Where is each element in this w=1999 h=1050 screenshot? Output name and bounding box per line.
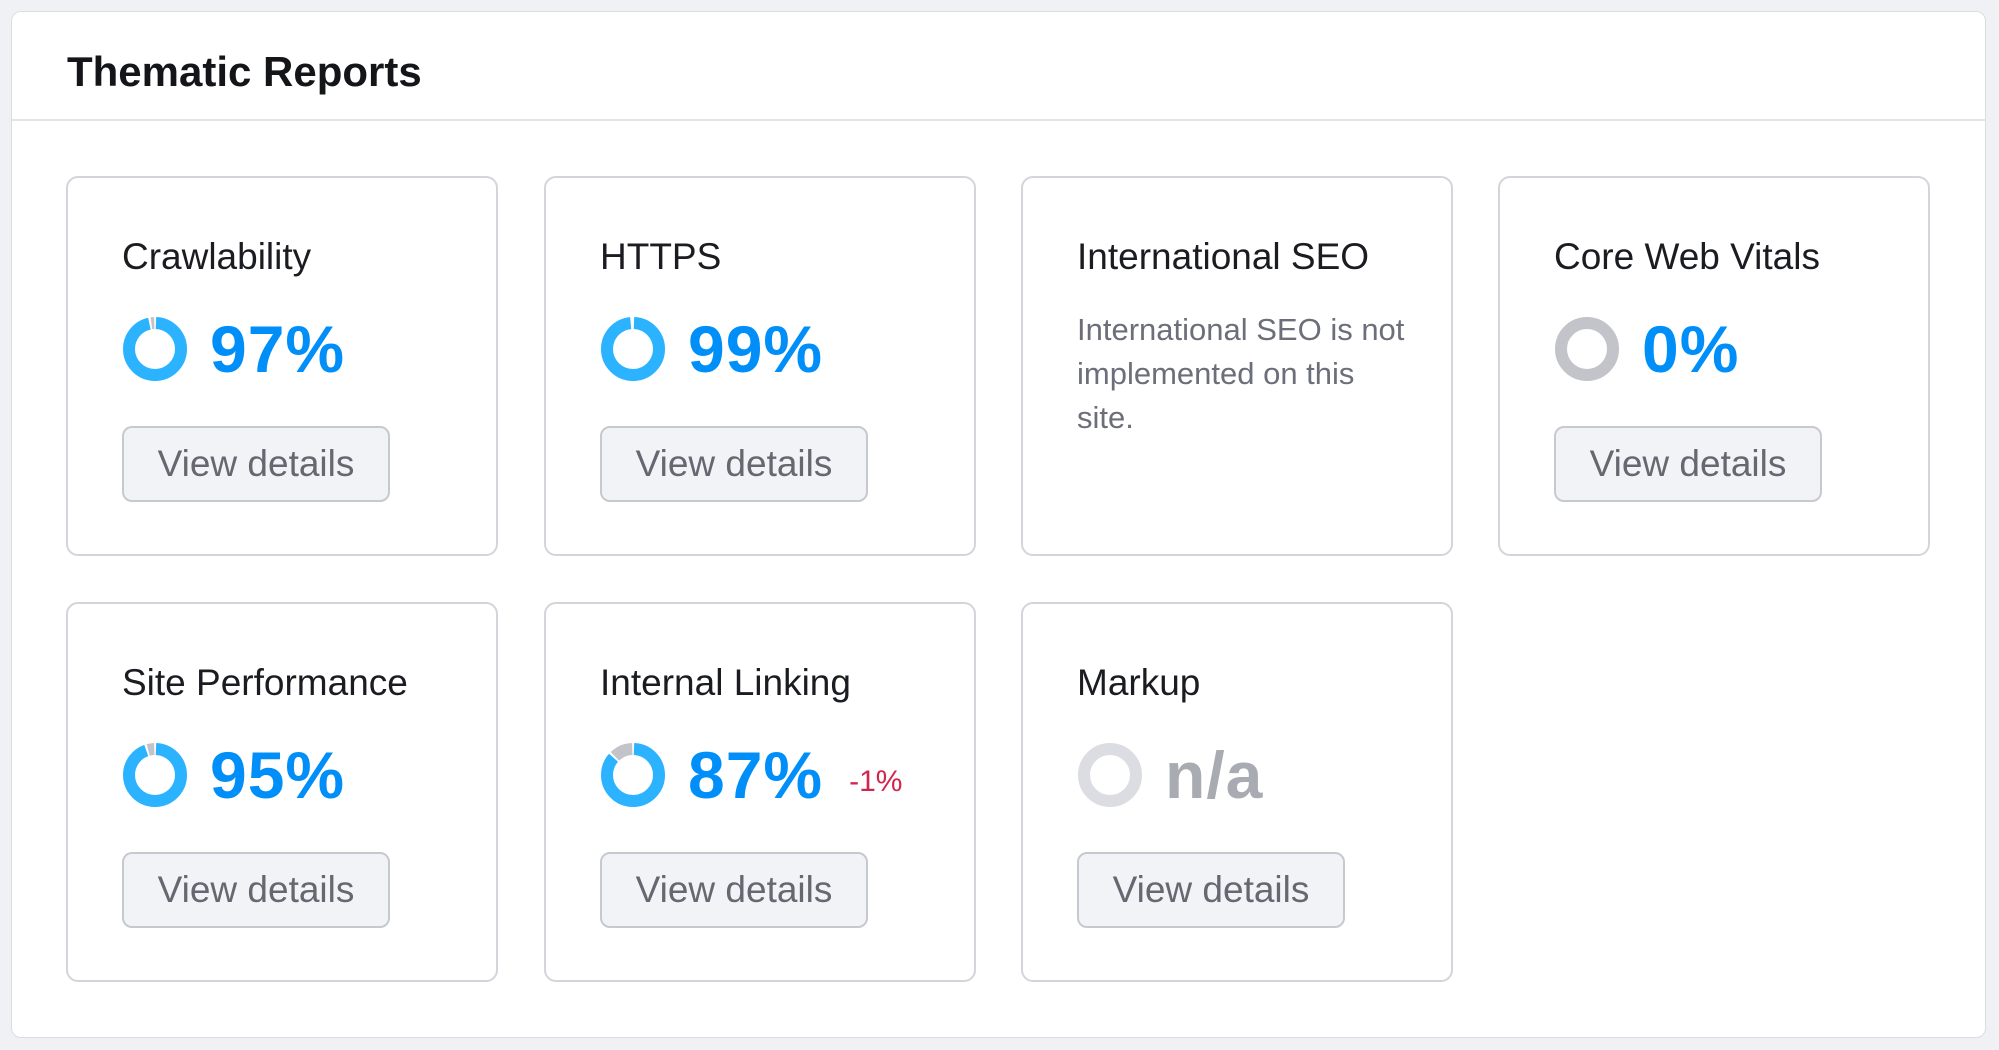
ring-remainder <box>123 743 187 807</box>
score-donut-icon <box>1555 317 1619 381</box>
score-metric: 0% <box>1554 312 1740 386</box>
ring-fill <box>601 743 665 807</box>
ring-remainder <box>123 317 187 381</box>
score-metric: 87% -1% <box>600 738 903 812</box>
ring-fill <box>123 317 187 381</box>
score-metric: 99% <box>600 312 824 386</box>
view-details-button[interactable]: View details <box>1077 852 1345 928</box>
view-details-button[interactable]: View details <box>1554 426 1822 502</box>
score-value: 87% <box>688 738 824 812</box>
score-metric: 95% <box>122 738 346 812</box>
score-value: 97% <box>210 312 346 386</box>
score-donut-icon <box>601 317 665 381</box>
card-title[interactable]: Markup <box>1077 662 1201 703</box>
card-title[interactable]: Internal Linking <box>600 662 851 703</box>
score-metric: n/a <box>1077 738 1264 812</box>
card-title[interactable]: International SEO <box>1077 236 1370 277</box>
view-details-button[interactable]: View details <box>122 852 390 928</box>
score-value: 0% <box>1642 312 1740 386</box>
score-value: 99% <box>688 312 824 386</box>
panel-title: Thematic Reports <box>67 48 422 95</box>
score-donut-icon <box>1078 743 1142 807</box>
report-card-https: HTTPS 99% View details <box>544 176 976 556</box>
ring-fill <box>123 743 187 807</box>
report-card-crawlability: Crawlability 97% View details <box>66 176 498 556</box>
report-card-core-web-vitals: Core Web Vitals 0% View details <box>1498 176 1930 556</box>
report-card-site-performance: Site Performance 95% View details <box>66 602 498 982</box>
view-details-button[interactable]: View details <box>122 426 390 502</box>
score-donut-icon <box>123 743 187 807</box>
ring-fill <box>601 317 665 381</box>
report-card-international-seo: International SEO International SEO is no… <box>1021 176 1453 556</box>
report-card-markup: Markup n/a View details <box>1021 602 1453 982</box>
card-title[interactable]: Core Web Vitals <box>1554 236 1820 277</box>
card-title[interactable]: Crawlability <box>122 236 312 277</box>
view-details-button[interactable]: View details <box>600 426 868 502</box>
score-metric: 97% <box>122 312 346 386</box>
card-description: International SEO is not implemented on … <box>1077 312 1405 435</box>
score-donut-icon <box>123 317 187 381</box>
view-details-button[interactable]: View details <box>600 852 868 928</box>
card-title[interactable]: HTTPS <box>600 236 722 277</box>
score-delta: -1% <box>849 765 903 798</box>
ring-remainder <box>601 743 665 807</box>
score-value: 95% <box>210 738 346 812</box>
panel-header: Thematic Reports <box>12 12 1985 121</box>
ring-remainder <box>1555 317 1619 381</box>
score-donut-icon <box>601 743 665 807</box>
score-value: n/a <box>1165 738 1264 812</box>
report-card-internal-linking: Internal Linking 87% -1% View details <box>544 602 976 982</box>
card-title[interactable]: Site Performance <box>122 662 408 703</box>
